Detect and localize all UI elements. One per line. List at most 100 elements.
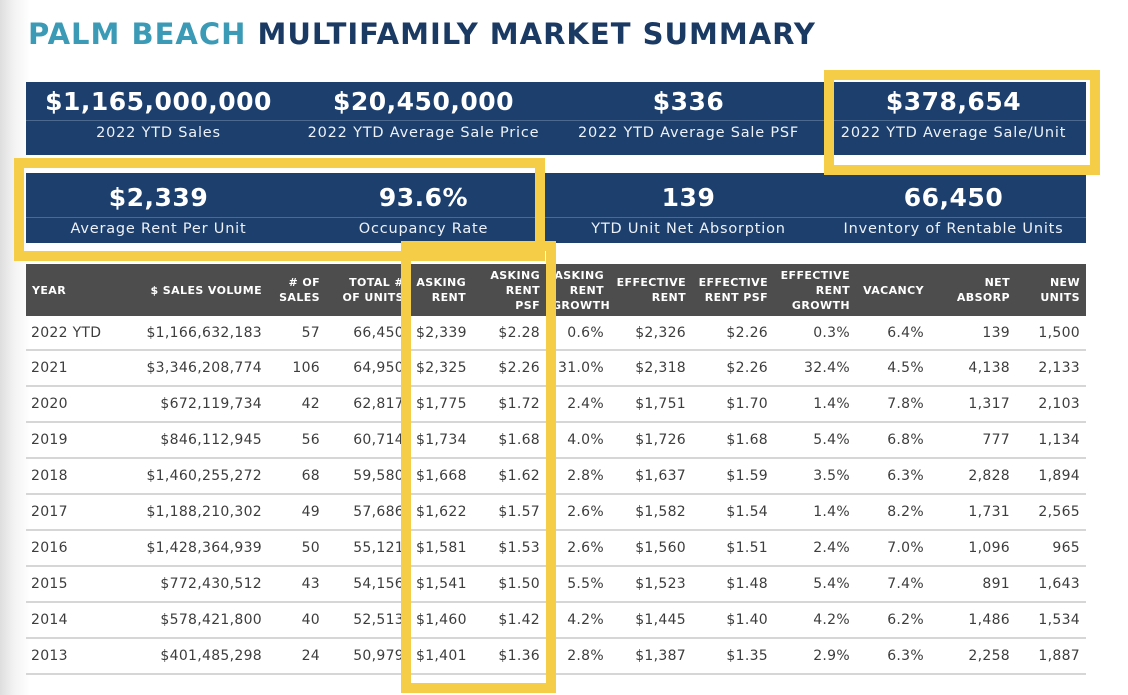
table-body: 2022 YTD $1,166,632,183 57 66,450 $2,339 $2.2… xyxy=(26,316,1086,675)
column-header: ASKING RENT PSF xyxy=(472,264,546,316)
column-header-line: TOTAL # xyxy=(349,276,404,289)
table-cell: 1,643 xyxy=(1016,566,1086,603)
table-cell: $1.59 xyxy=(692,458,774,495)
table-cell: 68 xyxy=(268,458,326,495)
table-cell: $2,339 xyxy=(410,316,472,351)
column-header-line: PSF xyxy=(515,298,540,312)
table-cell: 56 xyxy=(268,422,326,459)
table-cell: 891 xyxy=(930,566,1016,603)
table-row: 2016 $1,428,364,939 50 55,121 $1,581 $1.53 2.6… xyxy=(26,530,1086,567)
table-cell: $2,325 xyxy=(410,350,472,387)
table-cell: $1,188,210,302 xyxy=(114,494,268,531)
table-cell: $1,560 xyxy=(610,530,692,567)
table-cell: $1,401 xyxy=(410,638,472,675)
table-cell: $846,112,945 xyxy=(114,422,268,459)
kpi-inventory-rentable-units: 66,450 Inventory of Rentable Units xyxy=(821,173,1086,243)
table-cell: 2,565 xyxy=(1016,494,1086,531)
table-cell: 2.8% xyxy=(546,458,610,495)
column-header: # OF SALES xyxy=(268,264,326,316)
table-row: 2021 $3,346,208,774 106 64,950 $2,325 $2.26 31… xyxy=(26,350,1086,387)
table-cell: $672,119,734 xyxy=(114,386,268,423)
kpi-label: 2022 YTD Average Sale PSF xyxy=(577,125,800,141)
table-cell: 2020 xyxy=(26,386,114,423)
table-cell: $1,751 xyxy=(610,386,692,423)
table-cell: $1,460,255,272 xyxy=(114,458,268,495)
column-header-line: RENT xyxy=(651,291,686,304)
table-cell: 8.2% xyxy=(856,494,930,531)
page-title-main: MULTIFAMILY MARKET SUMMARY xyxy=(257,17,816,51)
column-header-line: OF UNITS xyxy=(342,291,404,304)
table-cell: 3.5% xyxy=(774,458,856,495)
table-cell: 64,950 xyxy=(326,350,410,387)
table-cell: 4.2% xyxy=(546,602,610,639)
table-cell: $1.50 xyxy=(472,566,546,603)
table-cell: $1,541 xyxy=(410,566,472,603)
table-cell: 32.4% xyxy=(774,350,856,387)
table-cell: $1,387 xyxy=(610,638,692,675)
table-cell: 50 xyxy=(268,530,326,567)
table-cell: 55,121 xyxy=(326,530,410,567)
table-cell: 1,096 xyxy=(930,530,1016,567)
column-header-line: VACANCY xyxy=(863,283,924,297)
table-cell: $1,726 xyxy=(610,422,692,459)
column-header: NEW UNITS xyxy=(1016,264,1086,316)
table-cell: 4.0% xyxy=(546,422,610,459)
table-cell: 4,138 xyxy=(930,350,1016,387)
table-cell: $1.68 xyxy=(692,422,774,459)
table-cell: $1.68 xyxy=(472,422,546,459)
table-cell: 2.6% xyxy=(546,530,610,567)
table-cell: $1.42 xyxy=(472,602,546,639)
table-cell: 1,887 xyxy=(1016,638,1086,675)
table-cell: 1.4% xyxy=(774,494,856,531)
table-cell: $1,445 xyxy=(610,602,692,639)
column-header-line: # OF xyxy=(288,276,320,289)
table-cell: 6.3% xyxy=(856,458,930,495)
table-cell: $1,581 xyxy=(410,530,472,567)
table-cell: $1,428,364,939 xyxy=(114,530,268,567)
table-cell: 106 xyxy=(268,350,326,387)
table-cell: $1,166,632,183 xyxy=(114,316,268,351)
table-cell: 52,513 xyxy=(326,602,410,639)
column-header-line: ASKING xyxy=(490,268,540,282)
kpi-divider xyxy=(26,120,1086,121)
table-cell: 43 xyxy=(268,566,326,603)
table-row: 2015 $772,430,512 43 54,156 $1,541 $1.50 5.5% $… xyxy=(26,566,1086,603)
table-cell: $2.28 xyxy=(472,316,546,351)
table-row: 2019 $846,112,945 56 60,714 $1,734 $1.68 4.0% $… xyxy=(26,422,1086,459)
table-cell: 6.4% xyxy=(856,316,930,351)
table-header-row: YEAR $ SALES VOLUME # OF SALES TOTAL # OF UNI… xyxy=(26,264,1086,316)
table-cell: 2021 xyxy=(26,350,114,387)
table-cell: $2.26 xyxy=(692,316,774,351)
table-cell: 5.5% xyxy=(546,566,610,603)
kpi-ytd-average-sale-psf: $336 2022 YTD Average Sale PSF xyxy=(556,82,821,155)
kpi-label: 2022 YTD Average Sale Price xyxy=(307,125,540,141)
table-cell: 139 xyxy=(930,316,1016,351)
table-row: 2018 $1,460,255,272 68 59,580 $1,668 $1.62 2.8… xyxy=(26,458,1086,495)
table-cell: 62,817 xyxy=(326,386,410,423)
table-cell: 6.8% xyxy=(856,422,930,459)
table-cell: 2.9% xyxy=(774,638,856,675)
column-header: EFFECTIVE RENT xyxy=(610,264,692,316)
table-cell: $1.40 xyxy=(692,602,774,639)
table-cell: $2.26 xyxy=(692,350,774,387)
table-cell: 50,979 xyxy=(326,638,410,675)
table-cell: 2,133 xyxy=(1016,350,1086,387)
kpi-value: $1,165,000,000 xyxy=(45,87,272,116)
kpi-label: Average Rent Per Unit xyxy=(70,221,247,237)
kpi-ytd-average-sale-unit: $378,654 2022 YTD Average Sale/Unit xyxy=(821,82,1086,155)
table-cell: 57,686 xyxy=(326,494,410,531)
table-cell: 6.3% xyxy=(856,638,930,675)
market-summary-table: YEAR $ SALES VOLUME # OF SALES TOTAL # OF UNI… xyxy=(26,264,1086,675)
column-header-line: RENT PSF xyxy=(704,291,768,304)
table-cell: 40 xyxy=(268,602,326,639)
table-cell: $2.26 xyxy=(472,350,546,387)
table-cell: 2.8% xyxy=(546,638,610,675)
kpi-value: $2,339 xyxy=(108,183,209,212)
kpi-ytd-average-sale-price: $20,450,000 2022 YTD Average Sale Price xyxy=(291,82,556,155)
table-cell: 1,534 xyxy=(1016,602,1086,639)
table-cell: 60,714 xyxy=(326,422,410,459)
table-cell: 1,486 xyxy=(930,602,1016,639)
kpi-divider xyxy=(26,217,1086,218)
table-cell: 0.3% xyxy=(774,316,856,351)
table-cell: $1,734 xyxy=(410,422,472,459)
